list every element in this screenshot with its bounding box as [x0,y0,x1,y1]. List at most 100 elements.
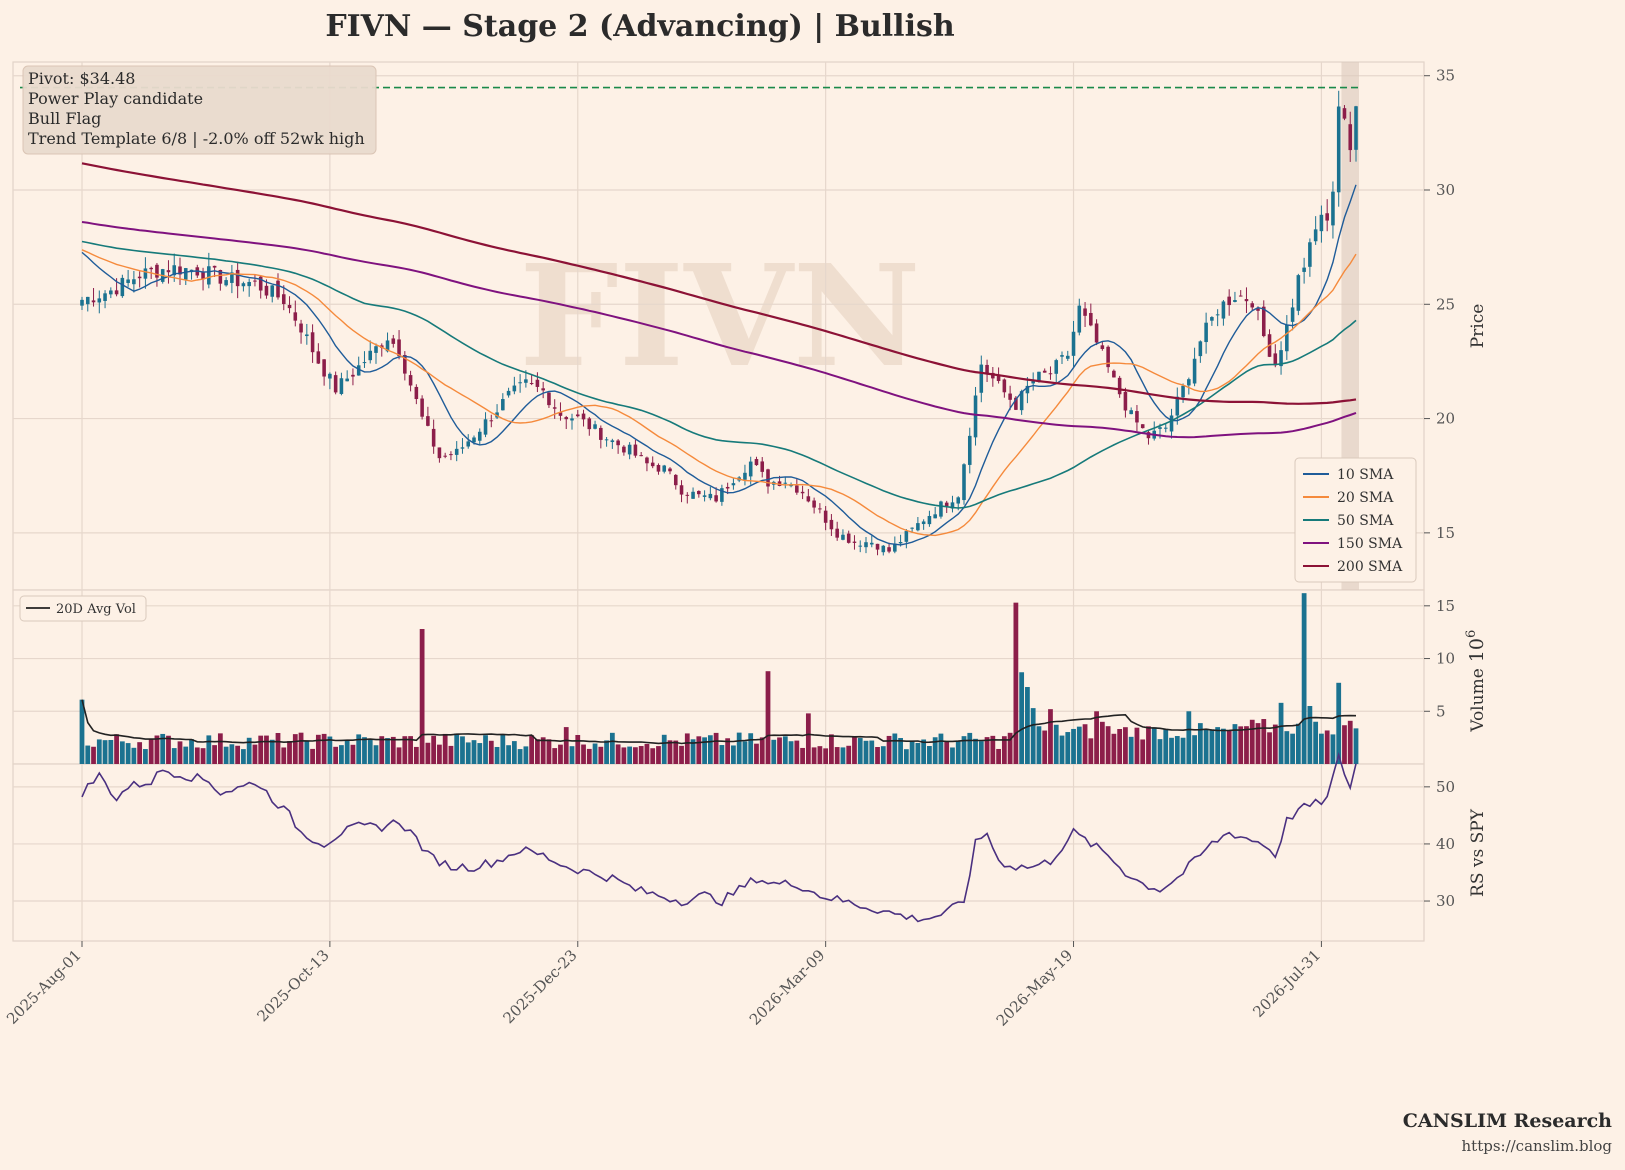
volume-bar [575,734,581,764]
volume-bar [425,742,431,764]
candle-body [950,502,955,509]
volume-bar [408,736,413,764]
candle-body [339,378,344,394]
candle-body [80,299,84,306]
volume-bar [148,739,154,764]
volume-bar [673,740,679,764]
candle-body [639,455,643,457]
candle-body [570,418,574,421]
candle-body [1331,191,1335,226]
candle-body [207,266,211,285]
volume-bar [166,735,171,764]
volume-bar [656,746,661,764]
volume-bar [1186,711,1192,764]
volume-bar [811,747,817,764]
candle-body [731,483,736,486]
volume-bar [160,733,166,764]
y-tick-label: 15 [1436,597,1455,615]
volume-bar [1244,726,1249,764]
volume-bar [1226,730,1232,764]
y-tick-label: 15 [1436,524,1455,542]
volume-bar [246,737,252,764]
y-tick-label: 5 [1436,702,1446,720]
volume-bar [1053,724,1059,764]
candle-body [893,543,897,552]
candle-body [1238,295,1243,297]
volume-bar [1163,728,1169,764]
volume-bar [863,740,869,764]
candle-body [483,419,488,435]
volume-bar [604,740,609,764]
volume-bar [1319,733,1324,764]
volume-bar [1071,728,1076,764]
volume-bar [961,736,967,764]
volume-bar [177,741,183,764]
candle-body [1256,308,1260,311]
candle-body [333,375,338,393]
candle-body [328,373,332,379]
volume-bar [921,739,927,764]
candle-body [1210,317,1214,321]
candle-body [921,521,926,525]
candle-body [575,414,580,417]
volume-bar [546,739,552,764]
candle-body [541,388,545,391]
candle-body [547,392,551,406]
volume-bar [990,735,996,764]
candle-body [708,493,713,499]
volume-bar [1099,721,1105,764]
moving-averages [81,162,1357,546]
volume-bar [281,747,287,764]
candle-body [875,543,880,550]
candle-body [962,464,966,501]
candle-body [1048,373,1053,375]
candle-body [1123,392,1128,411]
volume-bar [696,736,702,764]
volume-bar [592,743,598,764]
volume-bar [754,743,759,764]
candle-body [408,375,413,386]
candle-body [1129,410,1133,415]
volume-bar [1111,733,1117,764]
footer-url: https://canslim.blog [1462,1137,1613,1155]
volume-bar [477,743,483,764]
volume-bar [569,746,575,764]
candle-body [132,279,136,285]
volume-bar [171,748,177,764]
volume-bar [909,741,915,764]
candle-body [506,390,511,396]
candle-body [673,474,678,486]
candle-body [1290,307,1295,322]
candle-body [743,472,747,480]
volume-bar [154,735,160,764]
volume-bar [1180,737,1186,764]
volume-bar [898,738,903,764]
rs-axis-label: RS vs SPY [1468,808,1488,897]
legend-entry: 150 SMA [1337,536,1403,552]
volume-bar [927,746,932,764]
volume-multiplier: 106 [1464,630,1488,662]
volume-bar [85,745,91,764]
candle-body [1158,427,1162,429]
volume-bar [817,746,823,764]
volume-bar [1232,724,1238,764]
y-tick-label: 25 [1436,295,1455,313]
candle-body [829,519,834,530]
candle-body [1187,379,1191,386]
volume-bar [1117,729,1123,764]
volume-bar [1261,719,1267,764]
y-tick-label: 20 [1436,410,1455,428]
annotation-line: Bull Flag [28,109,101,128]
volume-bar [114,734,119,764]
volume-bar [563,727,569,764]
candle-body [264,285,269,296]
candle-body [241,283,246,287]
candle-body [1325,213,1329,221]
candle-body [1008,393,1012,400]
candle-body [85,296,90,305]
candle-body [212,265,217,268]
volume-bar [679,745,684,764]
volume-bar [523,746,529,764]
candle-body [933,514,937,519]
candle-body [604,439,609,441]
